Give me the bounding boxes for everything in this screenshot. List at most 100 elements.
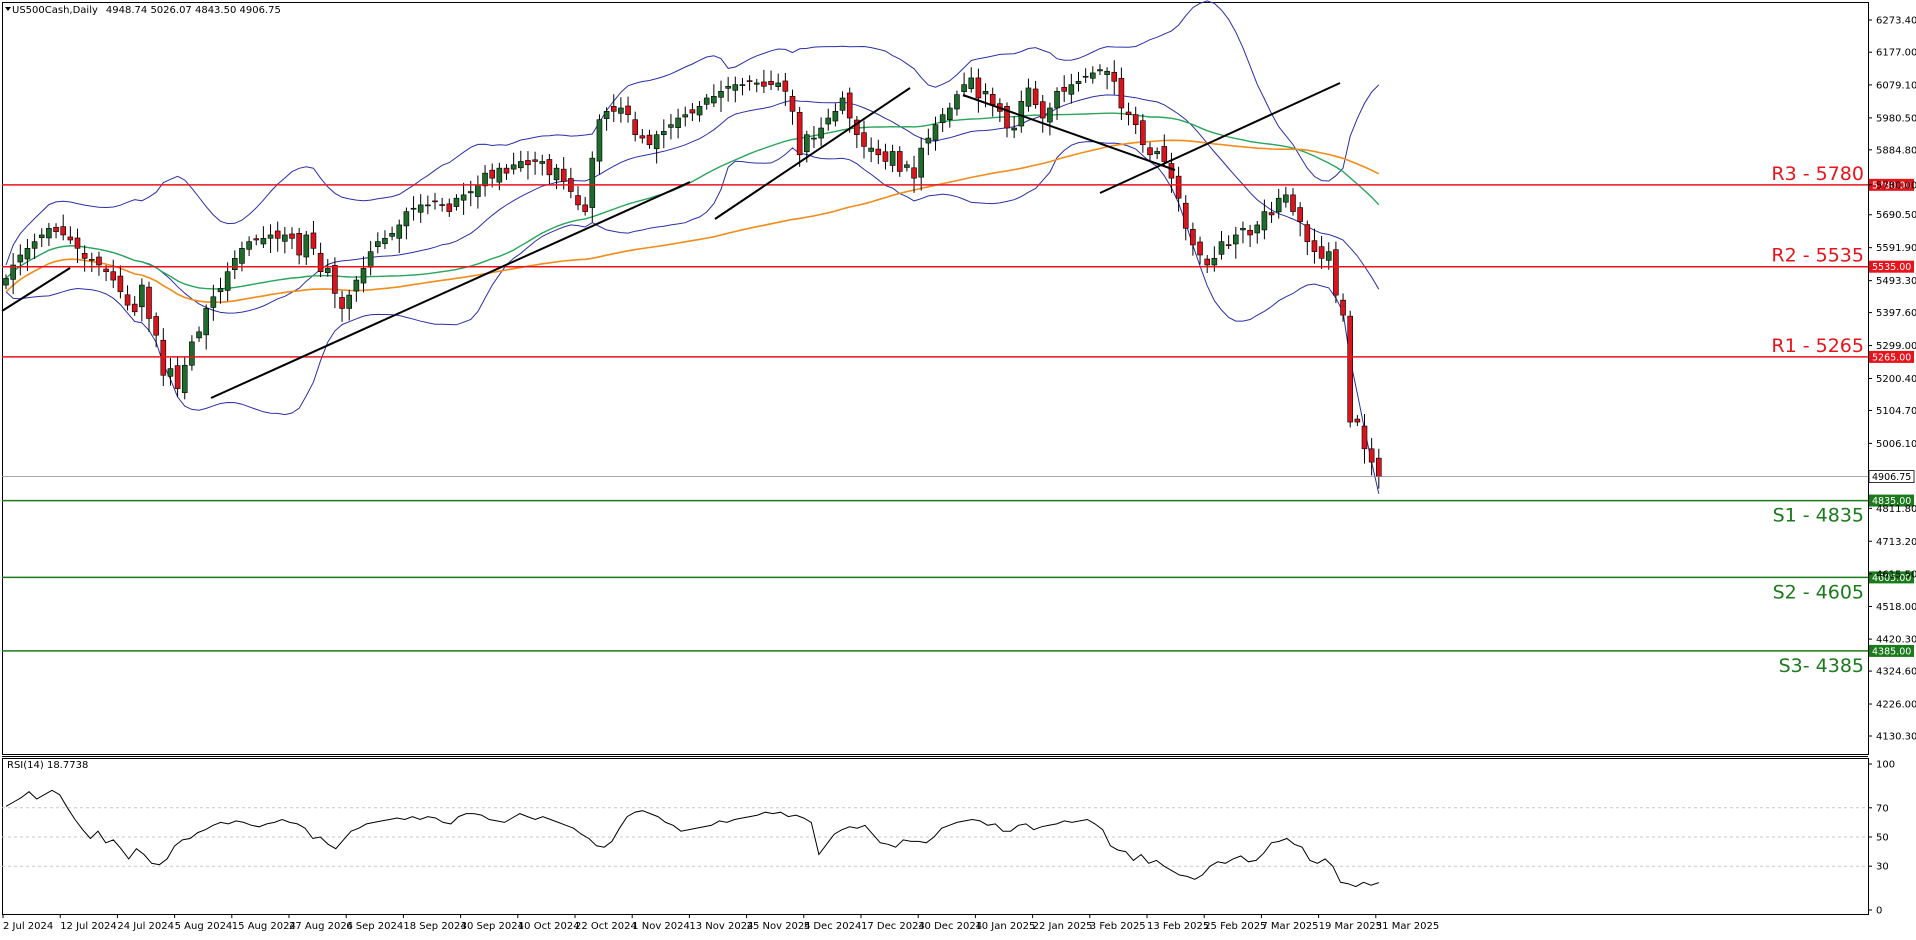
candle-body — [1182, 202, 1189, 229]
candle-body — [324, 268, 331, 274]
date-tick-label: 5 Aug 2024 — [175, 921, 233, 932]
candle-body — [925, 137, 932, 144]
date-tick-label: 25 Nov 2024 — [747, 921, 811, 932]
date-tick-label: 3 Feb 2025 — [1090, 921, 1146, 932]
candle-body — [174, 365, 181, 389]
candle-body — [1118, 77, 1125, 109]
candle-body — [1354, 418, 1361, 423]
candle-body — [189, 341, 195, 366]
price-tick-label: 5397.60 — [1876, 308, 1916, 319]
candle-body — [81, 253, 88, 259]
candle-body — [74, 237, 81, 249]
candle-body — [1333, 249, 1339, 296]
price-tick-label: 4420.30 — [1876, 635, 1916, 646]
candle-body — [825, 117, 832, 125]
candle-body — [882, 151, 889, 162]
candle-body — [1240, 227, 1246, 231]
candle-body — [718, 90, 724, 98]
candle-body — [467, 191, 474, 194]
candle-body — [489, 169, 496, 179]
candle-body — [382, 237, 388, 244]
level-label: R1 - 5265 — [1771, 335, 1864, 357]
rsi-tick-label: 70 — [1876, 803, 1889, 814]
date-tick-label: 17 Dec 2024 — [861, 921, 925, 932]
candle-body — [1032, 88, 1039, 105]
symbol-label: US500Cash,Daily 4948.74 5026.07 4843.50 4… — [12, 5, 281, 16]
candle-body — [725, 85, 731, 89]
candle-body — [181, 364, 188, 393]
candle-body — [560, 168, 567, 182]
candle-body — [1154, 151, 1160, 155]
rsi-tick-label: 30 — [1876, 862, 1889, 873]
candle-body — [1025, 87, 1032, 107]
price-tick-label: 5006.10 — [1876, 439, 1916, 450]
candle-body — [389, 232, 395, 237]
ma-fast-line — [5, 112, 1380, 290]
candle-body — [1361, 425, 1368, 450]
date-tick-label: 5 Dec 2024 — [804, 921, 862, 932]
candle-body — [117, 275, 124, 293]
candle-body — [1376, 457, 1382, 477]
candle-body — [1347, 315, 1353, 423]
candle-body — [932, 124, 939, 141]
candle-body — [425, 204, 431, 207]
price-tick-label: 4518.00 — [1876, 602, 1916, 613]
candle-body — [1290, 194, 1296, 212]
price-tick-label: 5780.00 — [1876, 180, 1916, 191]
level-label: S2 - 4605 — [1773, 581, 1864, 603]
date-tick-label: 10 Oct 2024 — [518, 921, 580, 932]
pane-collapse-icon[interactable] — [5, 7, 11, 11]
level-price-tag — [1869, 644, 1914, 657]
candle-body — [803, 134, 810, 153]
candle-body — [1039, 101, 1046, 119]
level-price-tag — [1869, 494, 1914, 507]
candle-body — [1061, 86, 1067, 92]
rsi-tick-label: 100 — [1876, 760, 1895, 771]
date-tick-label: 12 Jul 2024 — [60, 921, 117, 932]
candle-body — [160, 339, 167, 376]
bollinger-middle-line — [5, 94, 1380, 314]
candle-body — [1147, 147, 1153, 156]
level-price-tag-text: 5780.00 — [1872, 180, 1911, 191]
date-tick-label: 6 Sep 2024 — [346, 921, 403, 932]
candle-body — [832, 111, 839, 122]
candle-body — [453, 197, 460, 207]
candle-body — [246, 241, 252, 250]
candle-body — [896, 151, 903, 172]
candle-body — [811, 137, 817, 140]
current-price-tag-text: 4906.75 — [1872, 472, 1911, 483]
candle-body — [1268, 212, 1275, 216]
candle-body — [861, 132, 867, 147]
candle-body — [868, 147, 874, 152]
level-label: R2 - 5535 — [1771, 245, 1864, 267]
price-tick-label: 4226.00 — [1876, 700, 1916, 711]
candle-body — [739, 84, 746, 86]
price-tick-label: 4130.30 — [1876, 732, 1916, 743]
candle-body — [403, 211, 410, 227]
candle-body — [711, 96, 717, 104]
candle-body — [475, 184, 481, 197]
candle-body — [103, 268, 109, 273]
candle-body — [110, 271, 117, 281]
candle-body — [768, 80, 774, 85]
candle-body — [703, 97, 710, 105]
candle-body — [939, 114, 946, 124]
price-tick-label: 5104.70 — [1876, 406, 1916, 417]
level-price-tag-text: 4385.00 — [1872, 646, 1911, 657]
candle-body — [753, 82, 760, 85]
candle-body — [1175, 175, 1182, 199]
candle-body — [646, 134, 653, 146]
date-tick-label: 22 Oct 2024 — [575, 921, 637, 932]
candle-body — [1233, 234, 1239, 245]
rsi-line — [5, 789, 1379, 888]
price-tick-label: 4713.20 — [1876, 537, 1916, 548]
candle-body — [904, 164, 910, 168]
candle-body — [553, 167, 560, 181]
candle-body — [353, 279, 360, 292]
candle-body — [1247, 229, 1253, 236]
candle-body — [17, 254, 24, 263]
candle-body — [38, 234, 45, 238]
candle-body — [167, 368, 174, 377]
